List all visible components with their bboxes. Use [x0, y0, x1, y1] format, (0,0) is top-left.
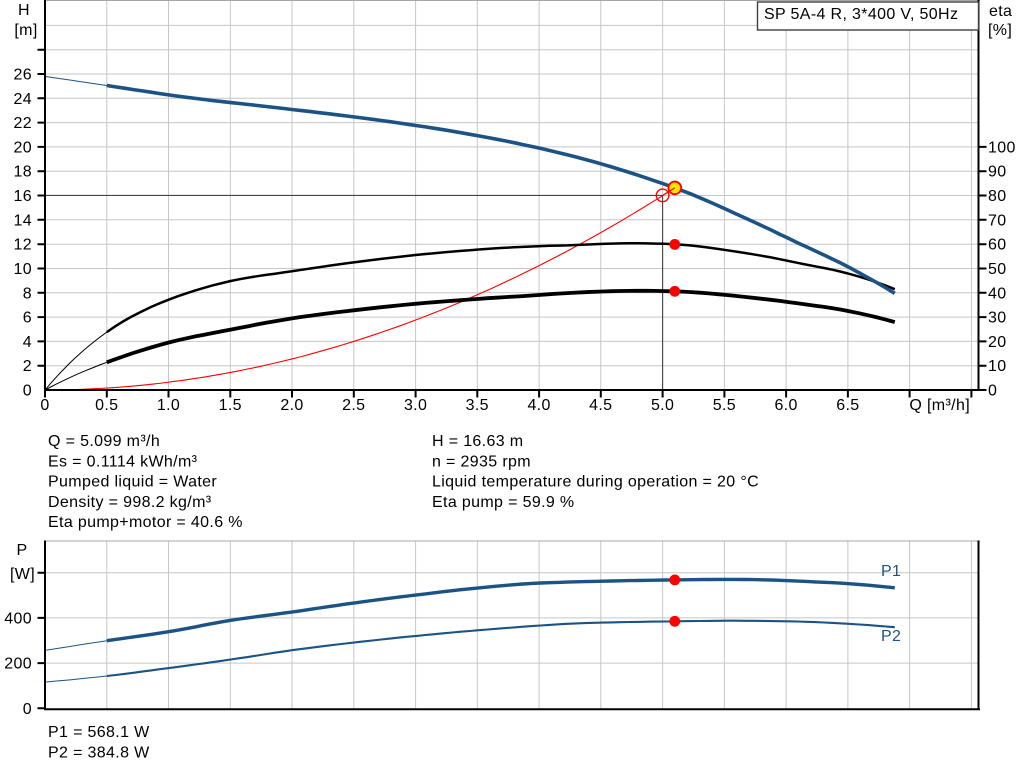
svg-text:26: 26: [14, 67, 33, 84]
svg-text:8: 8: [23, 285, 32, 302]
svg-text:n = 2935 rpm: n = 2935 rpm: [432, 453, 531, 470]
svg-text:40: 40: [988, 285, 1007, 302]
svg-text:H: H: [18, 2, 30, 19]
svg-text:20: 20: [988, 334, 1007, 351]
svg-text:0: 0: [23, 383, 32, 400]
svg-text:Eta pump+motor = 40.6 %: Eta pump+motor = 40.6 %: [48, 514, 243, 531]
svg-text:SP 5A-4 R, 3*400 V, 50Hz: SP 5A-4 R, 3*400 V, 50Hz: [764, 6, 958, 23]
svg-text:80: 80: [988, 188, 1007, 205]
svg-text:H = 16.63 m: H = 16.63 m: [432, 433, 523, 450]
svg-text:Es = 0.1114 kWh/m³: Es = 0.1114 kWh/m³: [48, 453, 198, 470]
svg-text:2.5: 2.5: [342, 397, 365, 414]
svg-text:6: 6: [23, 310, 32, 327]
svg-text:P2 = 384.8 W: P2 = 384.8 W: [48, 744, 150, 761]
svg-text:20: 20: [14, 139, 33, 156]
svg-text:P1 = 568.1 W: P1 = 568.1 W: [48, 724, 150, 741]
svg-text:14: 14: [14, 212, 33, 229]
svg-text:0.5: 0.5: [95, 397, 118, 414]
svg-text:P: P: [16, 542, 27, 559]
svg-text:Pumped liquid = Water: Pumped liquid = Water: [48, 474, 217, 491]
svg-text:Eta pump = 59.9 %: Eta pump = 59.9 %: [432, 494, 574, 511]
svg-text:5.5: 5.5: [713, 397, 736, 414]
svg-text:P1: P1: [881, 563, 901, 580]
svg-text:5.0: 5.0: [651, 397, 674, 414]
svg-text:4.0: 4.0: [527, 397, 550, 414]
svg-text:400: 400: [4, 610, 32, 627]
svg-text:P2: P2: [881, 628, 901, 645]
svg-text:50: 50: [988, 261, 1007, 278]
svg-text:60: 60: [988, 237, 1007, 254]
svg-text:1.5: 1.5: [219, 397, 242, 414]
svg-text:[%]: [%]: [988, 22, 1012, 39]
svg-text:2.0: 2.0: [280, 397, 303, 414]
svg-text:18: 18: [14, 164, 33, 181]
svg-text:4.5: 4.5: [589, 397, 612, 414]
svg-text:Liquid temperature during oper: Liquid temperature during operation = 20…: [432, 474, 759, 491]
svg-text:24: 24: [14, 91, 33, 108]
svg-text:Density = 998.2 kg/m³: Density = 998.2 kg/m³: [48, 494, 212, 511]
svg-text:10: 10: [14, 261, 33, 278]
svg-text:100: 100: [988, 139, 1016, 156]
svg-text:22: 22: [14, 115, 33, 132]
svg-text:3.5: 3.5: [466, 397, 489, 414]
svg-text:[m]: [m]: [14, 22, 37, 39]
svg-text:[W]: [W]: [10, 566, 35, 583]
svg-text:0: 0: [988, 383, 997, 400]
svg-text:30: 30: [988, 310, 1007, 327]
svg-text:Q [m³/h]: Q [m³/h]: [909, 397, 970, 414]
svg-text:200: 200: [4, 656, 32, 673]
svg-text:16: 16: [14, 188, 33, 205]
svg-text:10: 10: [988, 358, 1007, 375]
svg-text:Q = 5.099 m³/h: Q = 5.099 m³/h: [48, 433, 160, 450]
svg-text:70: 70: [988, 212, 1007, 229]
svg-text:4: 4: [23, 334, 32, 351]
svg-text:eta: eta: [989, 3, 1012, 20]
svg-text:2: 2: [23, 358, 32, 375]
svg-text:12: 12: [14, 237, 33, 254]
svg-text:6.5: 6.5: [836, 397, 859, 414]
svg-text:90: 90: [988, 164, 1007, 181]
svg-text:0: 0: [40, 397, 49, 414]
svg-text:1.0: 1.0: [157, 397, 180, 414]
svg-text:3.0: 3.0: [404, 397, 427, 414]
svg-text:6.0: 6.0: [774, 397, 797, 414]
svg-text:0: 0: [23, 701, 32, 718]
